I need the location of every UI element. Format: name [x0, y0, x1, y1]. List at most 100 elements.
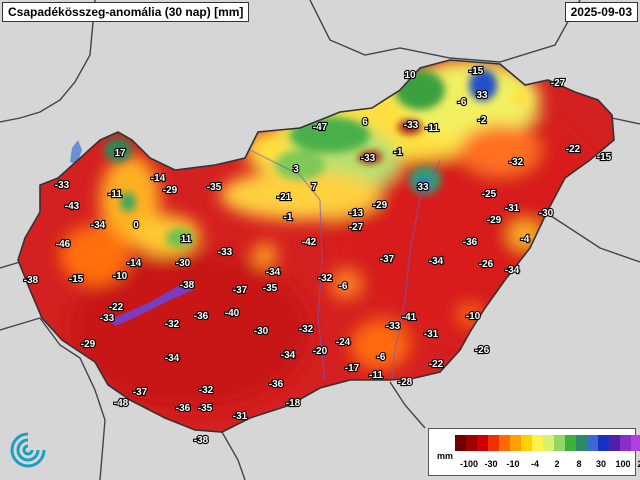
lake-neusiedl — [70, 140, 82, 164]
station-value: -47 — [313, 122, 328, 133]
legend-swatch — [521, 435, 532, 451]
station-value: -29 — [163, 185, 178, 196]
station-value: -13 — [349, 208, 364, 219]
station-value: -10 — [113, 271, 128, 282]
station-value: -30 — [539, 208, 554, 219]
station-value: -37 — [233, 285, 248, 296]
legend-tick-label: -30 — [484, 459, 498, 469]
legend-swatch — [510, 435, 521, 451]
station-value: -35 — [198, 403, 213, 414]
legend-swatch — [587, 435, 598, 451]
station-value: -2 — [478, 115, 487, 126]
map-date: 2025-09-03 — [564, 2, 638, 22]
legend-swatch — [609, 435, 620, 451]
station-value: 6 — [362, 117, 368, 128]
station-value: -10 — [466, 311, 481, 322]
legend-tick-label: 100 — [615, 459, 631, 469]
station-value: -38 — [194, 435, 209, 446]
station-value: 0 — [133, 220, 139, 231]
legend-swatch — [532, 435, 543, 451]
station-value: -22 — [566, 144, 581, 155]
station-value: -32 — [165, 319, 180, 330]
station-value: -27 — [551, 78, 566, 89]
station-value: -48 — [114, 398, 129, 409]
station-value: -21 — [277, 192, 292, 203]
station-value: -6 — [377, 352, 386, 363]
legend-tick-label: 30 — [595, 459, 607, 469]
station-value: -35 — [207, 182, 222, 193]
station-value: 33 — [417, 182, 429, 193]
station-value: -34 — [281, 350, 296, 361]
station-value: -11 — [425, 123, 439, 134]
station-value: -33 — [361, 153, 376, 164]
station-value: -40 — [225, 308, 240, 319]
station-value: -34 — [165, 353, 180, 364]
station-value: -6 — [458, 97, 467, 108]
station-value: -33 — [386, 321, 401, 332]
station-value: -28 — [398, 377, 413, 388]
station-value: -18 — [286, 398, 301, 409]
legend-swatch — [499, 435, 510, 451]
station-value: -32 — [199, 385, 214, 396]
legend-tick-label: 2 — [554, 459, 560, 469]
station-value: -29 — [81, 339, 96, 350]
station-value: -17 — [345, 363, 360, 374]
station-value: -41 — [402, 312, 417, 323]
legend-swatch — [620, 435, 631, 451]
station-value: -14 — [127, 258, 142, 269]
station-value: -29 — [487, 215, 502, 226]
legend-swatch — [455, 435, 466, 451]
station-value: -32 — [299, 324, 314, 335]
station-value: -27 — [349, 222, 364, 233]
station-value: -11 — [108, 189, 122, 200]
station-value: -22 — [429, 359, 444, 370]
station-value: -38 — [180, 280, 195, 291]
station-value: -4 — [521, 234, 530, 245]
station-value: -20 — [313, 346, 328, 357]
station-value: -36 — [176, 403, 191, 414]
station-value: -30 — [176, 258, 191, 269]
map-title: Csapadékösszeg-anomália (30 nap) [mm] — [2, 2, 250, 22]
station-value: -26 — [475, 345, 490, 356]
legend-swatch — [598, 435, 609, 451]
station-value: -25 — [482, 189, 497, 200]
station-value: -15 — [469, 66, 484, 77]
station-value: -1 — [284, 212, 293, 223]
legend-tick-label: -4 — [530, 459, 540, 469]
legend-swatch — [576, 435, 587, 451]
legend-swatch — [477, 435, 488, 451]
station-value: -33 — [404, 120, 419, 131]
station-value: -37 — [380, 254, 395, 265]
station-value: 7 — [311, 182, 317, 193]
station-value: 3 — [293, 164, 299, 175]
station-value: 33 — [476, 90, 488, 101]
legend-colorbar — [455, 435, 640, 451]
legend-tick-label: 250 — [637, 459, 640, 469]
color-legend: mm -100 -30 -10 -4 2 8 30 100 250 — [428, 428, 640, 476]
legend-unit: mm — [437, 451, 454, 461]
lake-balaton — [110, 282, 195, 326]
legend-swatch — [631, 435, 640, 451]
station-value: -46 — [56, 239, 71, 250]
station-value: -29 — [373, 200, 388, 211]
station-value: 11 — [181, 234, 192, 245]
station-value: -26 — [479, 259, 494, 270]
station-value: -36 — [269, 379, 284, 390]
station-value: -32 — [318, 273, 333, 284]
station-value: -11 — [369, 370, 383, 381]
legend-swatch — [543, 435, 554, 451]
station-value: -15 — [597, 152, 612, 163]
legend-tick-label: -10 — [506, 459, 520, 469]
legend-tick-label: -100 — [459, 459, 479, 469]
station-value: 10 — [404, 70, 416, 81]
station-value: -34 — [429, 256, 444, 267]
station-value: -43 — [65, 201, 80, 212]
station-value: -34 — [91, 220, 106, 231]
rivers — [249, 149, 441, 381]
station-value: -34 — [266, 267, 281, 278]
station-value: -36 — [194, 311, 209, 322]
station-value: -38 — [24, 275, 39, 286]
station-value: -33 — [100, 313, 115, 324]
